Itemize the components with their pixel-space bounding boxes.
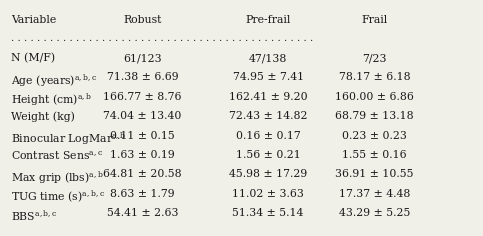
Text: 17.37 ± 4.48: 17.37 ± 4.48 [339, 189, 410, 198]
Text: Height (cm)$^{\mathregular{a,b}}$: Height (cm)$^{\mathregular{a,b}}$ [11, 92, 92, 108]
Text: 51.34 ± 5.14: 51.34 ± 5.14 [232, 208, 304, 218]
Text: 64.81 ± 20.58: 64.81 ± 20.58 [103, 169, 182, 179]
Text: 11.02 ± 3.63: 11.02 ± 3.63 [232, 189, 304, 198]
Text: Binocular LogMar: Binocular LogMar [0, 235, 1, 236]
Text: Age (years): Age (years) [0, 235, 1, 236]
Text: . . . . . . . . . . . . . . . . . . . . . . . . . . . . . . . . . . . . . . . . : . . . . . . . . . . . . . . . . . . . . … [11, 34, 313, 43]
Text: 47/138: 47/138 [249, 53, 287, 63]
Text: 61/123: 61/123 [123, 53, 162, 63]
Text: TUG time (s): TUG time (s) [0, 235, 1, 236]
Text: BBS$^{\mathregular{a,b,c}}$: BBS$^{\mathregular{a,b,c}}$ [11, 208, 57, 223]
Text: Max grip (lbs)$^{\mathregular{a,b}}$: Max grip (lbs)$^{\mathregular{a,b}}$ [11, 169, 103, 186]
Text: 0.11 ± 0.15: 0.11 ± 0.15 [110, 131, 175, 140]
Text: BBS: BBS [0, 235, 1, 236]
Text: Height (cm): Height (cm) [0, 235, 1, 236]
Text: 54.41 ± 2.63: 54.41 ± 2.63 [107, 208, 178, 218]
Text: Max grip (lbs): Max grip (lbs) [0, 235, 1, 236]
Text: 1.55 ± 0.16: 1.55 ± 0.16 [342, 150, 407, 160]
Text: 43.29 ± 5.25: 43.29 ± 5.25 [339, 208, 410, 218]
Text: Weight (kg): Weight (kg) [11, 111, 74, 122]
Text: Contrast Sens: Contrast Sens [0, 235, 1, 236]
Text: Pre-frail: Pre-frail [245, 15, 291, 25]
Text: 7/23: 7/23 [362, 53, 386, 63]
Text: Binocular LogMar$^{\mathregular{a,b}}$: Binocular LogMar$^{\mathregular{a,b}}$ [11, 131, 126, 147]
Text: Age (years)$^{\mathregular{a,b,c}}$: Age (years)$^{\mathregular{a,b,c}}$ [11, 72, 97, 89]
Text: 1.63 ± 0.19: 1.63 ± 0.19 [110, 150, 175, 160]
Text: 74.95 ± 7.41: 74.95 ± 7.41 [232, 72, 304, 82]
Text: 162.41 ± 9.20: 162.41 ± 9.20 [229, 92, 307, 102]
Text: 1.56 ± 0.21: 1.56 ± 0.21 [236, 150, 300, 160]
Text: 8.63 ± 1.79: 8.63 ± 1.79 [110, 189, 175, 198]
Text: 74.04 ± 13.40: 74.04 ± 13.40 [103, 111, 182, 121]
Text: 166.77 ± 8.76: 166.77 ± 8.76 [103, 92, 182, 102]
Text: 72.43 ± 14.82: 72.43 ± 14.82 [229, 111, 307, 121]
Text: 36.91 ± 10.55: 36.91 ± 10.55 [335, 169, 413, 179]
Text: 160.00 ± 6.86: 160.00 ± 6.86 [335, 92, 414, 102]
Text: N (M/F): N (M/F) [11, 53, 55, 63]
Text: TUG time (s)$^{\mathregular{a,b,c}}$: TUG time (s)$^{\mathregular{a,b,c}}$ [11, 189, 104, 205]
Text: 68.79 ± 13.18: 68.79 ± 13.18 [335, 111, 413, 121]
Text: Contrast Sens$^{\mathregular{a,c}}$: Contrast Sens$^{\mathregular{a,c}}$ [11, 150, 103, 162]
Text: 45.98 ± 17.29: 45.98 ± 17.29 [229, 169, 307, 179]
Text: Robust: Robust [123, 15, 162, 25]
Text: Frail: Frail [361, 15, 387, 25]
Text: Variable: Variable [11, 15, 56, 25]
Text: 78.17 ± 6.18: 78.17 ± 6.18 [339, 72, 410, 82]
Text: 71.38 ± 6.69: 71.38 ± 6.69 [107, 72, 178, 82]
Text: 0.16 ± 0.17: 0.16 ± 0.17 [236, 131, 300, 140]
Text: 0.23 ± 0.23: 0.23 ± 0.23 [342, 131, 407, 140]
